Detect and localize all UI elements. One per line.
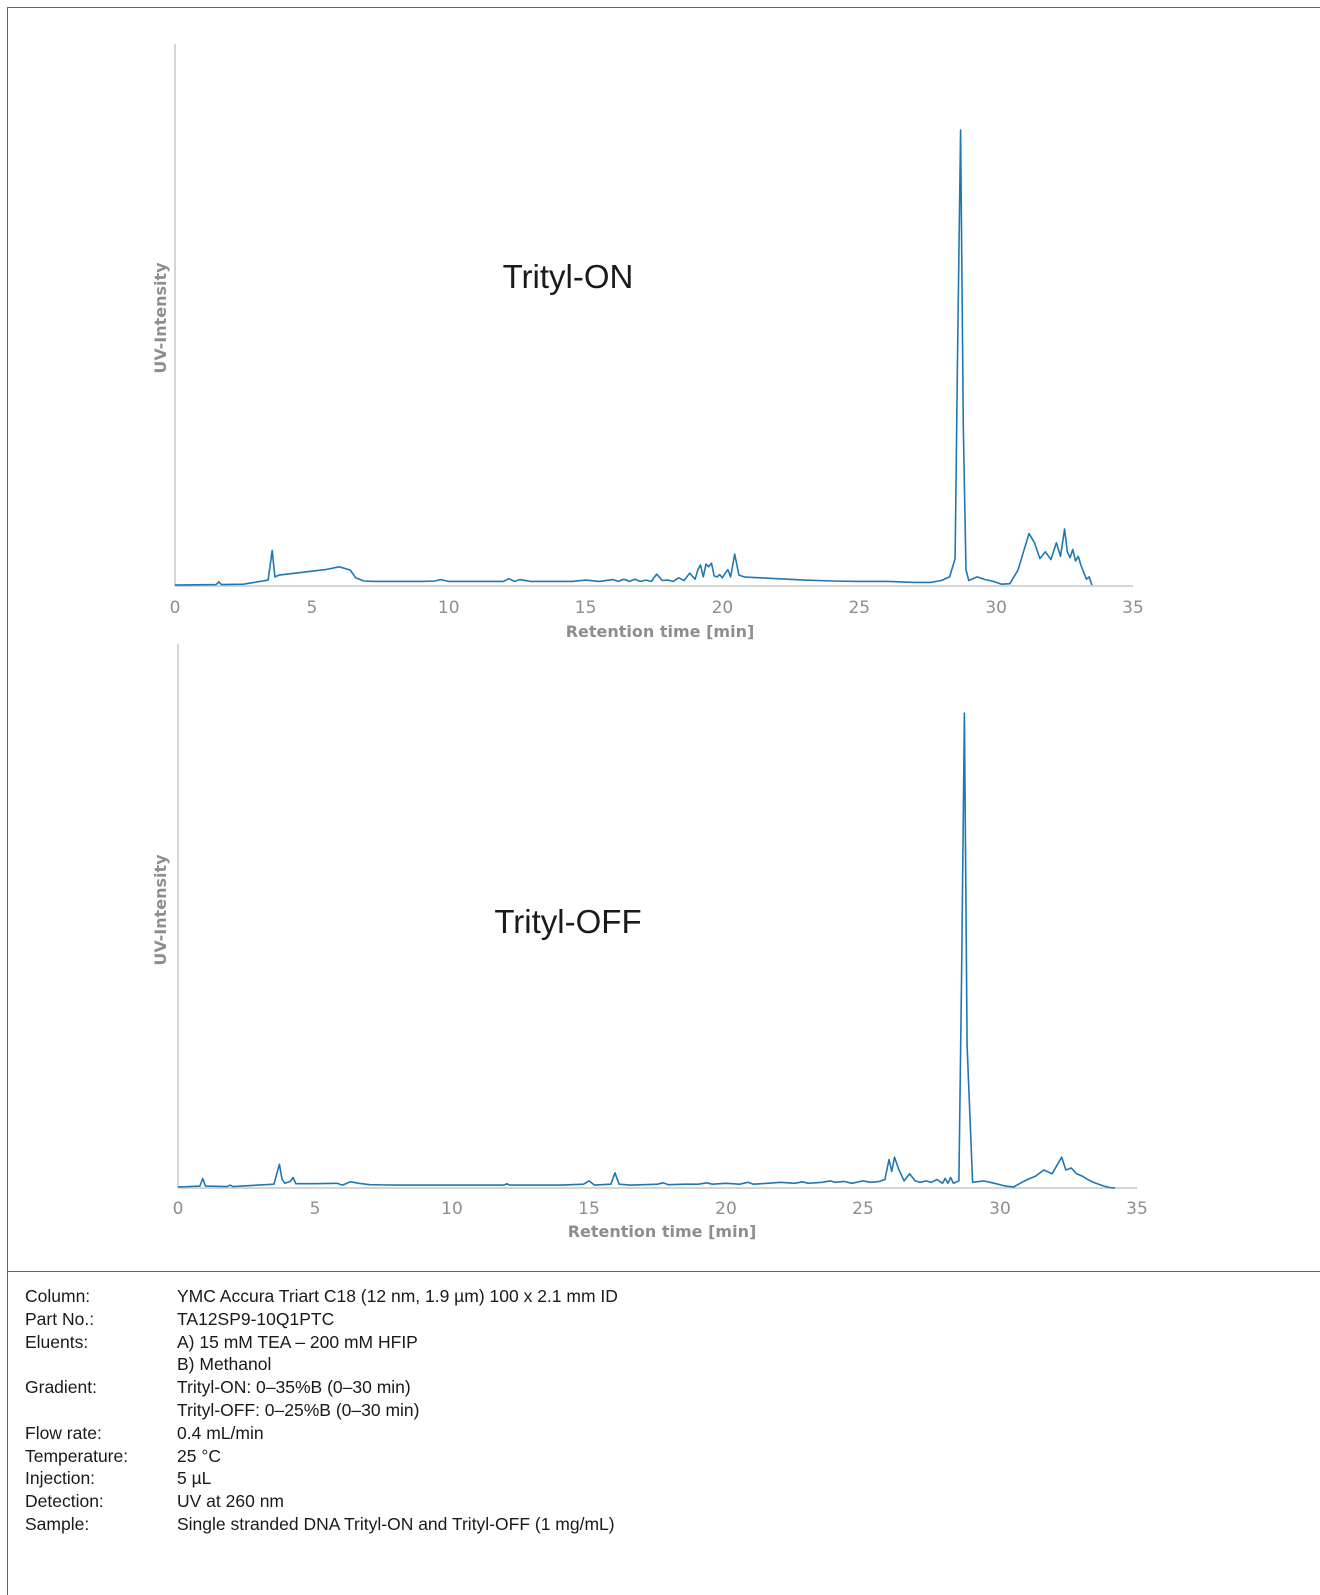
condition-value: 5 µL	[177, 1468, 212, 1489]
method-conditions: Column: YMC Accura Triart C18 (12 nm, 1.9…	[25, 1285, 618, 1536]
condition-label: Gradient:	[25, 1377, 97, 1398]
x-tick-label: 25	[848, 598, 870, 618]
x-tick-label: 20	[715, 1199, 737, 1219]
x-tick-label: 35	[1122, 598, 1144, 618]
condition-value: 0.4 mL/min	[177, 1422, 264, 1443]
x-tick-label: 20	[712, 598, 734, 618]
condition-row: Sample: Single stranded DNA Trityl-ON and…	[25, 1513, 618, 1536]
condition-value: B) Methanol	[177, 1354, 272, 1375]
condition-value: UV at 260 nm	[177, 1491, 284, 1512]
condition-label: Sample:	[25, 1513, 90, 1534]
condition-value: Trityl-OFF: 0–25%B (0–30 min)	[177, 1399, 420, 1420]
x-tick-label: 10	[438, 598, 460, 618]
x-tick-label: 10	[441, 1199, 463, 1219]
x-tick-label: 30	[989, 1199, 1011, 1219]
x-tick-label: 15	[578, 1199, 600, 1219]
condition-row: Eluents: A) 15 mM TEA – 200 mM HFIP B) Met…	[25, 1331, 618, 1377]
chromatogram-trityl-on: 0 5 10 15 20 25 30 35 Trityl-ON UV-Intensity Re…	[151, 44, 1144, 641]
condition-row: Temperature: 25 °C	[25, 1445, 618, 1468]
condition-value: 25 °C	[177, 1445, 221, 1466]
condition-value: TA12SP9-10Q1PTC	[177, 1308, 335, 1329]
condition-label: Part No.:	[25, 1308, 95, 1329]
x-tick-label: 35	[1126, 1199, 1148, 1219]
condition-value: YMC Accura Triart C18 (12 nm, 1.9 µm) 10…	[177, 1286, 618, 1306]
figure-frame	[7, 7, 1320, 1595]
condition-label: Injection:	[25, 1468, 96, 1489]
condition-label: Temperature:	[25, 1445, 129, 1466]
condition-value: Single stranded DNA Trityl-ON and Trityl…	[177, 1513, 615, 1534]
condition-row: Gradient: Trityl-ON: 0–35%B (0–30 min) Tri…	[25, 1376, 618, 1422]
x-axis-label: Retention time [min]	[568, 1222, 757, 1241]
x-tick-label: 5	[310, 1199, 321, 1219]
condition-value: A) 15 mM TEA – 200 mM HFIP	[177, 1331, 418, 1352]
condition-label: Eluents:	[25, 1331, 89, 1352]
y-axis-label: UV-Intensity	[151, 262, 170, 374]
condition-label: Column:	[25, 1286, 91, 1306]
chromatogram-trace	[174, 129, 1093, 586]
chart-title: Trityl-ON	[503, 258, 634, 295]
condition-row: Detection: UV at 260 nm	[25, 1490, 618, 1513]
y-axis-label: UV-Intensity	[151, 854, 170, 966]
x-axis-label: Retention time [min]	[566, 622, 755, 641]
x-tick-label: 15	[575, 598, 597, 618]
condition-row: Injection: 5 µL	[25, 1467, 618, 1490]
x-tick-label: 0	[173, 1199, 184, 1219]
x-tick-label: 25	[852, 1199, 874, 1219]
x-tick-label: 30	[985, 598, 1007, 618]
x-tick-label: 0	[170, 598, 181, 618]
section-divider	[7, 1271, 1320, 1272]
chromatogram-trace	[177, 712, 1116, 1189]
x-tick-labels: 0 5 10 15 20 25 30 35	[170, 598, 1144, 618]
condition-label: Flow rate:	[25, 1422, 102, 1443]
x-tick-labels: 0 5 10 15 20 25 30 35	[173, 1199, 1148, 1219]
condition-row: Part No.: TA12SP9-10Q1PTC	[25, 1308, 618, 1331]
condition-row: Flow rate: 0.4 mL/min	[25, 1422, 618, 1445]
chromatogram-trityl-off: 0 5 10 15 20 25 30 35 Trityl-OFF UV-Intensity R…	[151, 644, 1148, 1241]
chart-title: Trityl-OFF	[494, 903, 641, 940]
x-tick-label: 5	[306, 598, 317, 618]
condition-label: Detection:	[25, 1491, 104, 1512]
condition-value: Trityl-ON: 0–35%B (0–30 min)	[177, 1377, 411, 1398]
condition-row: Column: YMC Accura Triart C18 (12 nm, 1.9…	[25, 1285, 618, 1308]
